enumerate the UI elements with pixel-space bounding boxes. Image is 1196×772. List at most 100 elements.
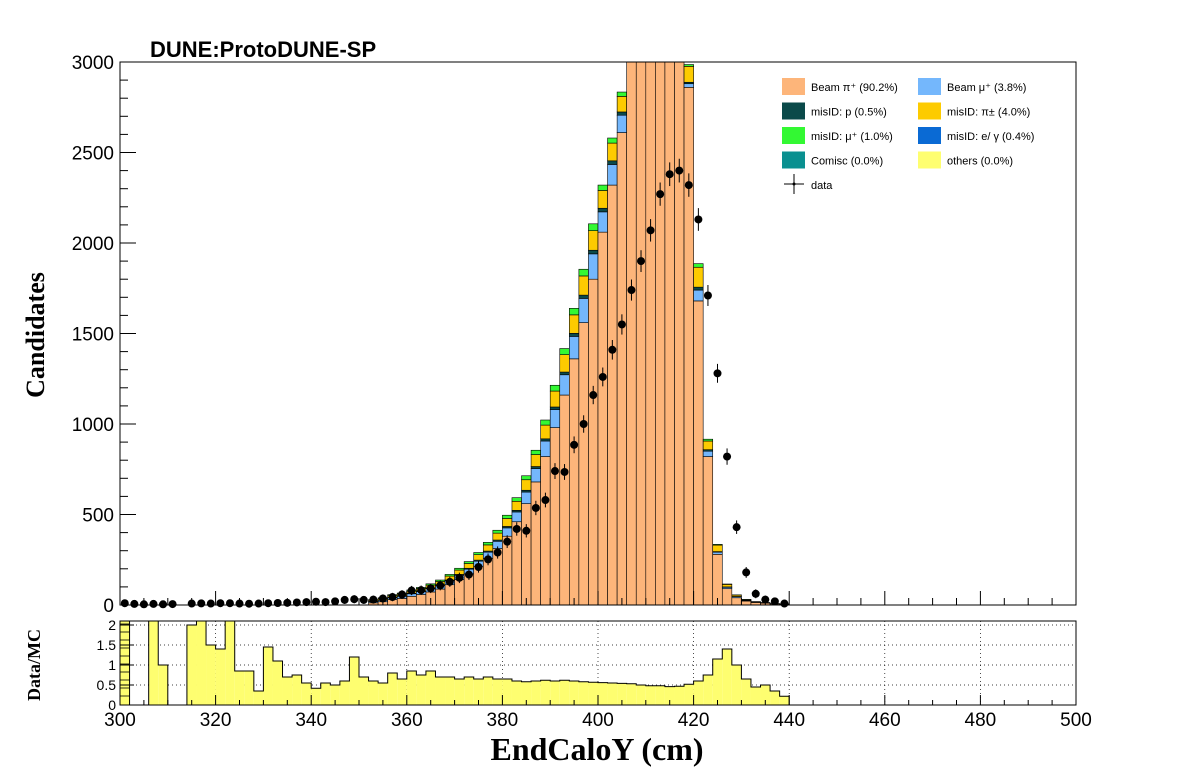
data-point bbox=[560, 467, 569, 476]
data-point bbox=[273, 599, 282, 608]
ratio-bar bbox=[483, 677, 493, 705]
data-point bbox=[417, 586, 426, 595]
ratio-bar bbox=[712, 659, 723, 705]
ratio-y-tick-label: 0.5 bbox=[97, 677, 117, 693]
chart-title: DUNE:ProtoDUNE-SP bbox=[150, 37, 376, 62]
data-point bbox=[751, 589, 760, 598]
main-y-tick-label: 2500 bbox=[72, 144, 114, 165]
main-y-tick-label: 500 bbox=[82, 506, 114, 527]
ratio-bar bbox=[492, 679, 503, 705]
ratio-bar bbox=[626, 683, 637, 705]
stack-bar-mu bbox=[569, 336, 580, 360]
ratio-bar bbox=[521, 681, 532, 705]
stack-bar-mun bbox=[473, 552, 484, 555]
data-point bbox=[388, 593, 397, 602]
ratio-bar bbox=[540, 680, 551, 705]
ratio-bar bbox=[607, 683, 618, 705]
stack-bar-mu bbox=[559, 374, 570, 396]
legend-label: misID: μ⁺ (1.0%) bbox=[811, 131, 893, 143]
stack-bar-pi bbox=[645, 61, 656, 606]
ratio-bar bbox=[454, 679, 465, 705]
stack-bar-pim bbox=[502, 518, 513, 527]
stack-bar-pim bbox=[549, 390, 561, 408]
stack-bar-mun bbox=[578, 268, 589, 277]
stack-bar-pi bbox=[626, 61, 637, 606]
ratio-bar bbox=[339, 681, 350, 705]
stack-bar-mu bbox=[702, 450, 714, 457]
stack-bar-mun bbox=[712, 544, 723, 546]
ratio-bar bbox=[272, 661, 283, 705]
x-tick-label: 380 bbox=[487, 710, 519, 731]
ratio-bar bbox=[741, 679, 751, 705]
data-point bbox=[780, 599, 789, 608]
ratio-bar bbox=[588, 682, 598, 705]
ratio-bar bbox=[550, 681, 560, 705]
ratio-bar bbox=[225, 621, 235, 705]
stack-bar-pim bbox=[521, 479, 532, 491]
ratio-bar bbox=[359, 677, 369, 705]
stack-bar-pim bbox=[693, 266, 704, 288]
stack-bar-mu bbox=[607, 164, 618, 186]
stack-bar-pi bbox=[482, 558, 494, 606]
ratio-bar bbox=[320, 683, 331, 705]
ratio-bar bbox=[253, 691, 264, 705]
data-point bbox=[130, 599, 139, 608]
ratio-bar bbox=[779, 696, 790, 705]
data-point bbox=[627, 286, 636, 295]
stack-bar-pi bbox=[635, 61, 647, 606]
ratio-bar bbox=[397, 679, 407, 705]
stack-bar-pi bbox=[435, 588, 446, 606]
stack-bar-pi bbox=[702, 456, 714, 606]
stack-bar-pi bbox=[588, 278, 599, 606]
ratio-bar bbox=[674, 686, 685, 705]
ratio-bar bbox=[282, 677, 293, 705]
stack-bar-mun bbox=[702, 438, 714, 442]
data-point bbox=[264, 599, 273, 608]
stack-bar-pi bbox=[540, 456, 551, 606]
stack-bar-mu bbox=[597, 211, 608, 233]
stack-bar-pim bbox=[463, 563, 475, 569]
data-point bbox=[340, 595, 349, 604]
stack-bar-mun bbox=[607, 137, 618, 144]
data-point bbox=[541, 496, 550, 505]
stack-bar-p bbox=[607, 160, 618, 165]
ratio-bar bbox=[693, 681, 704, 705]
stack-bar-pi bbox=[712, 554, 723, 606]
ratio-y-tick-label: 1.5 bbox=[97, 637, 117, 653]
legend-label: Comisc (0.0%) bbox=[811, 156, 883, 168]
stack-bar-mu bbox=[502, 527, 513, 537]
ratio-bar bbox=[368, 681, 379, 705]
stack-bar-mun bbox=[482, 542, 494, 546]
data-point bbox=[254, 599, 263, 608]
legend-swatch bbox=[782, 127, 805, 144]
data-point bbox=[159, 600, 168, 609]
data-point bbox=[531, 503, 540, 512]
stack-bar-p bbox=[569, 333, 580, 337]
data-point bbox=[723, 452, 732, 461]
data-point bbox=[598, 372, 607, 381]
data-point bbox=[646, 226, 655, 235]
stack-bar-mun bbox=[588, 223, 599, 231]
stack-bar-pim bbox=[702, 440, 714, 451]
ratio-bar bbox=[722, 649, 732, 705]
stack-bar-pi bbox=[559, 394, 570, 606]
data-point bbox=[522, 526, 531, 535]
data-point bbox=[637, 257, 646, 266]
stack-bar-pi bbox=[655, 61, 666, 606]
ratio-bar bbox=[378, 683, 388, 705]
ratio-outline bbox=[119, 620, 790, 706]
data-point bbox=[703, 291, 712, 300]
ratio-bar bbox=[416, 675, 426, 705]
stack-bar-pi bbox=[406, 596, 417, 606]
data-point bbox=[436, 581, 445, 590]
stack-bar-mu bbox=[511, 511, 522, 523]
ratio-bar bbox=[664, 686, 675, 705]
ratio-bar bbox=[196, 621, 207, 705]
stack-bar-mu bbox=[521, 491, 532, 504]
ratio-bar bbox=[330, 685, 340, 705]
ratio-bar bbox=[770, 691, 780, 705]
data-point bbox=[350, 595, 359, 604]
stack-bar-p bbox=[559, 371, 570, 376]
data-point bbox=[770, 597, 779, 606]
